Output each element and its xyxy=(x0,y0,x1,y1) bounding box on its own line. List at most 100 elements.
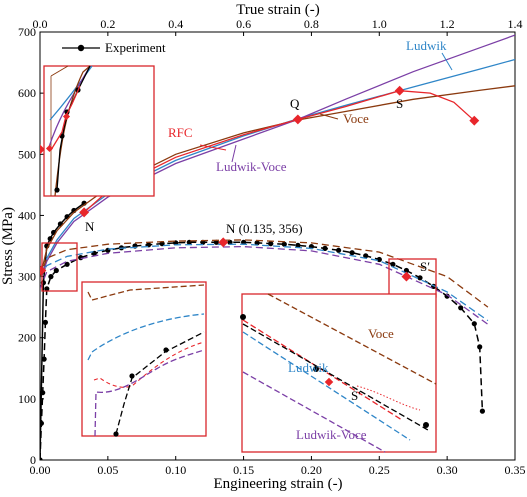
x-tick-label-top: 1.0 xyxy=(372,17,387,31)
plot-frame xyxy=(39,31,516,461)
inset-rfc-marker xyxy=(45,144,54,153)
legend: Experiment xyxy=(62,40,166,55)
x-tick-label-top: 0.4 xyxy=(168,17,183,31)
experiment-point xyxy=(40,390,46,396)
label-N-eng: N (0.135, 356) xyxy=(226,221,303,236)
x-tick-label-top: 1.4 xyxy=(508,17,523,31)
series-ludwik-voce-top xyxy=(41,34,515,277)
label-S-prime: S′ xyxy=(420,259,430,274)
x-tick-label-bottom: 0.25 xyxy=(369,463,390,477)
experiment-point xyxy=(53,267,59,274)
experiment-point xyxy=(281,241,287,247)
experiment-point xyxy=(458,305,464,311)
experiment-point xyxy=(417,275,423,281)
rfc-marker xyxy=(394,85,405,96)
legend-marker xyxy=(77,44,85,52)
inset-ludwik-line xyxy=(87,313,205,361)
inset-label-voce: Voce xyxy=(368,326,394,341)
inset-ludwik-line xyxy=(242,331,411,441)
y-tick-label: 500 xyxy=(18,147,36,161)
x-tick-label-bottom: 0.00 xyxy=(30,463,51,477)
series-experiment-top xyxy=(40,202,85,460)
label-N: N xyxy=(85,219,95,234)
experiment-point xyxy=(64,261,70,267)
inset-frame xyxy=(43,65,155,197)
y-tick-label: 100 xyxy=(18,392,36,406)
series-voce-bottom xyxy=(40,239,489,308)
experiment-point xyxy=(44,286,50,292)
x-tick-label-top: 0.8 xyxy=(304,17,319,31)
zoom-box-left xyxy=(41,242,78,292)
label-Q: Q xyxy=(290,96,300,111)
label-Ludwik: Ludwik xyxy=(406,38,447,53)
arrow-Ludwik-Voce xyxy=(231,144,237,163)
experiment-point xyxy=(403,267,409,274)
label-Ludwik-Voce: Ludwik-Voce xyxy=(216,159,287,174)
y-tick-label: 400 xyxy=(18,208,36,222)
inset-rfc-marker xyxy=(324,377,334,387)
x-tick-label-bottom: 0.20 xyxy=(301,463,322,477)
experiment-point xyxy=(471,321,477,327)
experiment-point xyxy=(477,344,483,350)
inset-label-ludwik: Ludwik xyxy=(288,360,329,375)
x-tick-label-top: 0.0 xyxy=(33,17,48,31)
inset-experiment-point xyxy=(129,373,135,379)
axis-ticks: 0.00 0.05 0.10 0.15 0.20 0.25 0.30 0.35 0.0 0.2 0.… xyxy=(18,17,526,477)
inset-experiment-point xyxy=(313,366,319,372)
experiment-point xyxy=(479,408,485,414)
y-tick-label: 300 xyxy=(18,270,36,284)
y-tick-label: 700 xyxy=(18,25,36,39)
experiment-point xyxy=(78,255,84,261)
y-tick-label: 0 xyxy=(30,453,36,467)
inset-voce-tick xyxy=(50,65,69,77)
x-tick-label-bottom: 0.35 xyxy=(505,463,526,477)
inset-label-ludwik-voce: Ludwik-Voce xyxy=(296,427,367,442)
experiment-point xyxy=(42,319,49,325)
experiment-point xyxy=(349,250,355,256)
y-tick-label: 600 xyxy=(18,86,36,100)
x-tick-label-bottom: 0.15 xyxy=(233,463,254,477)
legend-label: Experiment xyxy=(105,40,166,55)
inset-eng-onset xyxy=(81,281,207,437)
inset-true-strain xyxy=(43,65,155,197)
experiment-point xyxy=(254,240,260,246)
x-tick-label-top: 0.6 xyxy=(236,17,251,31)
inset-experiment-point xyxy=(423,422,429,428)
rfc-marker xyxy=(401,271,412,282)
rfc-marker xyxy=(40,144,45,155)
inset-label-s-prime: S′ xyxy=(351,388,361,403)
inset-voce-line xyxy=(87,284,205,301)
arrow-Voce xyxy=(319,113,339,120)
inset-voce-line xyxy=(267,293,437,385)
experiment-point xyxy=(227,239,233,245)
bottom-axis-title: Engineering strain (-) xyxy=(213,476,342,492)
inset-ludwik-voce-line xyxy=(242,371,386,453)
y-axis-title: Stress (MPa) xyxy=(0,207,16,285)
y-tick-label: 200 xyxy=(18,331,36,345)
top-axis-title: True strain (-) xyxy=(236,2,320,18)
x-tick-label-bottom: 0.10 xyxy=(165,463,186,477)
inset-experiment-point xyxy=(54,187,60,193)
inset-voce-line xyxy=(54,65,91,197)
experiment-point xyxy=(322,245,328,251)
experiment-point xyxy=(40,457,43,460)
series-experiment-bottom xyxy=(40,241,484,460)
label-RFC: RFC xyxy=(168,125,193,140)
x-tick-label-bottom: 0.30 xyxy=(437,463,458,477)
label-Voce: Voce xyxy=(343,111,369,126)
experiment-point xyxy=(390,261,396,267)
series-voce-top xyxy=(41,85,515,271)
rfc-marker xyxy=(79,207,90,218)
inset-ludwik-voce-line xyxy=(94,349,205,437)
inset-experiment-point xyxy=(240,314,246,320)
inset-frame xyxy=(81,281,207,437)
rfc-marker xyxy=(218,237,229,248)
experiment-point xyxy=(48,274,54,280)
experiment-point xyxy=(40,420,44,426)
inset-eng-tail: Voce Ludwik S′ Ludwik-Voce xyxy=(240,293,437,453)
x-tick-label-top: 0.2 xyxy=(100,17,115,31)
experiment-point xyxy=(295,242,301,248)
experiment-point xyxy=(363,253,369,259)
experiment-point xyxy=(336,247,342,253)
